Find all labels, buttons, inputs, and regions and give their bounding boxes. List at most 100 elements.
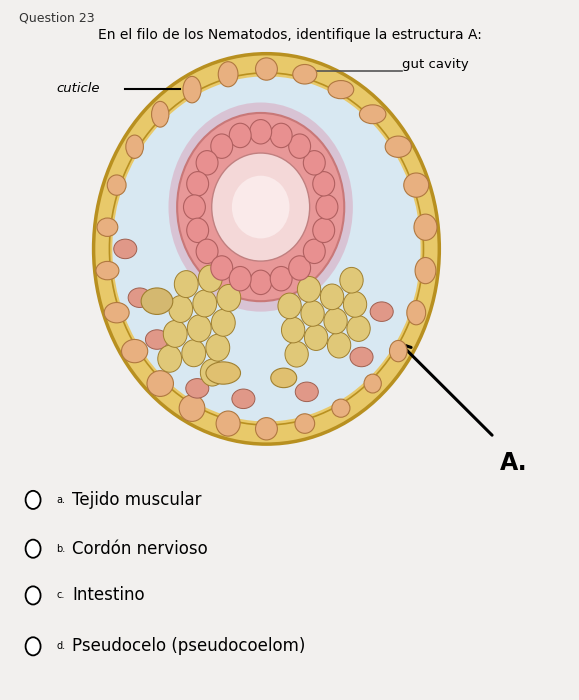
Ellipse shape bbox=[179, 395, 205, 421]
Ellipse shape bbox=[328, 80, 354, 99]
Ellipse shape bbox=[145, 330, 168, 349]
Text: Intestino: Intestino bbox=[72, 587, 145, 604]
Text: Tejido muscular: Tejido muscular bbox=[72, 491, 201, 509]
Ellipse shape bbox=[206, 334, 230, 361]
Ellipse shape bbox=[303, 150, 325, 175]
Text: b.: b. bbox=[56, 544, 65, 554]
Ellipse shape bbox=[328, 332, 351, 358]
Circle shape bbox=[25, 637, 41, 655]
Ellipse shape bbox=[147, 371, 174, 396]
Ellipse shape bbox=[303, 239, 325, 263]
Ellipse shape bbox=[370, 302, 393, 321]
Ellipse shape bbox=[168, 102, 353, 312]
Ellipse shape bbox=[229, 267, 251, 291]
Ellipse shape bbox=[206, 362, 240, 384]
Ellipse shape bbox=[340, 267, 363, 293]
Ellipse shape bbox=[301, 300, 324, 326]
Ellipse shape bbox=[232, 389, 255, 409]
Ellipse shape bbox=[229, 123, 251, 148]
Text: A.: A. bbox=[500, 451, 527, 475]
Ellipse shape bbox=[364, 374, 382, 393]
Ellipse shape bbox=[295, 414, 314, 433]
Ellipse shape bbox=[250, 270, 272, 295]
Text: d.: d. bbox=[56, 641, 65, 651]
Ellipse shape bbox=[212, 153, 310, 261]
Ellipse shape bbox=[196, 239, 218, 263]
Ellipse shape bbox=[332, 399, 350, 417]
Ellipse shape bbox=[270, 123, 292, 148]
Ellipse shape bbox=[270, 267, 292, 291]
Ellipse shape bbox=[285, 342, 308, 367]
Ellipse shape bbox=[94, 54, 439, 444]
Ellipse shape bbox=[414, 214, 437, 240]
Ellipse shape bbox=[184, 195, 206, 219]
Ellipse shape bbox=[112, 76, 420, 421]
Ellipse shape bbox=[313, 218, 335, 242]
Ellipse shape bbox=[107, 175, 126, 195]
Text: Question 23: Question 23 bbox=[19, 12, 94, 24]
Ellipse shape bbox=[174, 271, 198, 298]
Ellipse shape bbox=[152, 102, 169, 127]
Circle shape bbox=[25, 587, 41, 605]
Ellipse shape bbox=[316, 195, 338, 219]
Ellipse shape bbox=[343, 292, 367, 317]
Ellipse shape bbox=[293, 64, 317, 84]
Ellipse shape bbox=[182, 340, 206, 367]
Ellipse shape bbox=[216, 411, 240, 436]
Ellipse shape bbox=[305, 325, 328, 351]
Ellipse shape bbox=[97, 218, 118, 237]
Ellipse shape bbox=[186, 172, 208, 196]
Ellipse shape bbox=[126, 135, 144, 158]
Text: a.: a. bbox=[56, 495, 65, 505]
Ellipse shape bbox=[255, 418, 277, 440]
Ellipse shape bbox=[183, 76, 201, 103]
Ellipse shape bbox=[271, 368, 296, 388]
Ellipse shape bbox=[109, 73, 423, 425]
Ellipse shape bbox=[295, 382, 318, 402]
Ellipse shape bbox=[278, 293, 301, 319]
Ellipse shape bbox=[217, 284, 241, 312]
Ellipse shape bbox=[385, 136, 412, 158]
Ellipse shape bbox=[141, 288, 173, 314]
Ellipse shape bbox=[289, 256, 310, 280]
Ellipse shape bbox=[158, 345, 182, 372]
Ellipse shape bbox=[188, 315, 211, 342]
Ellipse shape bbox=[200, 359, 224, 386]
Ellipse shape bbox=[163, 321, 187, 347]
Ellipse shape bbox=[113, 239, 137, 259]
Ellipse shape bbox=[415, 258, 436, 284]
Text: gut cavity: gut cavity bbox=[402, 57, 468, 71]
Ellipse shape bbox=[128, 288, 151, 307]
Ellipse shape bbox=[281, 317, 305, 343]
Ellipse shape bbox=[407, 300, 426, 325]
Text: Pseudocelo (pseudocoelom): Pseudocelo (pseudocoelom) bbox=[72, 637, 306, 655]
Text: c.: c. bbox=[56, 590, 64, 601]
Ellipse shape bbox=[186, 218, 208, 242]
Circle shape bbox=[25, 491, 41, 509]
Ellipse shape bbox=[169, 295, 193, 323]
Text: cuticle: cuticle bbox=[56, 82, 100, 95]
Ellipse shape bbox=[218, 62, 238, 87]
Text: Cordón nervioso: Cordón nervioso bbox=[72, 540, 208, 558]
Ellipse shape bbox=[199, 265, 222, 292]
Ellipse shape bbox=[232, 176, 290, 239]
Ellipse shape bbox=[390, 340, 407, 362]
Ellipse shape bbox=[255, 58, 277, 80]
Ellipse shape bbox=[347, 316, 370, 342]
Circle shape bbox=[25, 540, 41, 558]
Ellipse shape bbox=[122, 340, 148, 363]
Ellipse shape bbox=[186, 379, 209, 398]
Ellipse shape bbox=[250, 120, 272, 144]
Ellipse shape bbox=[104, 302, 129, 323]
Ellipse shape bbox=[193, 290, 217, 317]
Ellipse shape bbox=[177, 113, 345, 301]
Ellipse shape bbox=[404, 173, 428, 197]
Ellipse shape bbox=[350, 347, 373, 367]
Ellipse shape bbox=[324, 308, 347, 334]
Ellipse shape bbox=[96, 261, 119, 280]
Ellipse shape bbox=[211, 256, 233, 280]
Ellipse shape bbox=[320, 284, 344, 309]
Ellipse shape bbox=[196, 150, 218, 175]
Ellipse shape bbox=[211, 134, 233, 158]
Ellipse shape bbox=[298, 276, 321, 302]
